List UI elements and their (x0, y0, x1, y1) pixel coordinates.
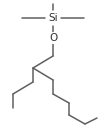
Text: O: O (49, 33, 57, 43)
Text: Si: Si (48, 13, 58, 23)
